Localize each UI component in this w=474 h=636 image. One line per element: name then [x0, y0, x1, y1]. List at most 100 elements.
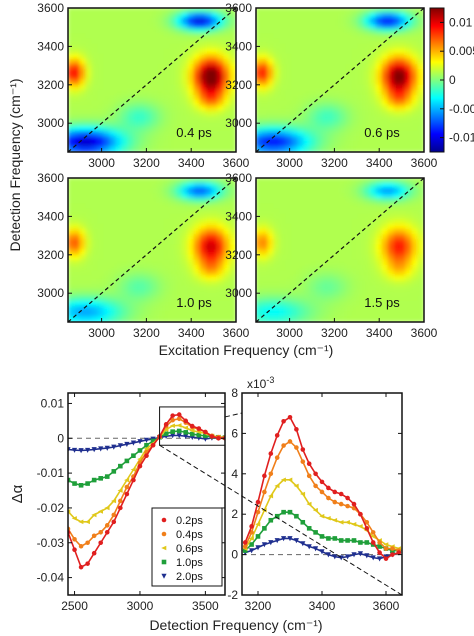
- legend: 0.2ps 0.4ps 0.6ps 1.0ps 2.0ps: [151, 507, 223, 587]
- data-point: [338, 501, 344, 507]
- y-tick-label: 3600: [37, 1, 64, 15]
- data-point: [249, 548, 255, 554]
- data-point: [144, 453, 149, 458]
- y-tick-label: 2: [231, 507, 238, 521]
- data-point: [242, 544, 248, 549]
- data-point: [249, 542, 254, 547]
- data-point: [71, 447, 78, 453]
- heatmap-label-4: 1.5 ps: [364, 295, 400, 310]
- data-point: [111, 519, 117, 525]
- data-point: [118, 505, 123, 511]
- data-point: [144, 442, 149, 448]
- y-tick-label: 4: [231, 467, 238, 481]
- data-point: [319, 479, 325, 485]
- data-point: [294, 427, 299, 432]
- heatmap-label-2: 0.6 ps: [364, 125, 400, 140]
- data-point: [143, 446, 149, 452]
- data-point: [268, 493, 274, 499]
- zoom-connector: [224, 412, 243, 418]
- zoom-box: [159, 406, 226, 446]
- data-point: [319, 489, 325, 495]
- data-point: [161, 559, 167, 565]
- data-point: [300, 541, 306, 547]
- data-point: [262, 489, 267, 495]
- data-point: [370, 540, 376, 545]
- y-tick-label: 3000: [225, 286, 252, 300]
- x-tick-label: 3400: [366, 326, 393, 340]
- data-point: [196, 426, 202, 431]
- heatmap-panel-3: [67, 177, 237, 323]
- data-point: [72, 536, 77, 542]
- x-tick-label: 2500: [61, 599, 88, 613]
- y-tick-label: 0: [57, 431, 64, 445]
- data-point: [124, 477, 130, 483]
- data-point: [118, 498, 123, 504]
- data-point: [161, 545, 167, 551]
- data-point: [183, 433, 189, 439]
- data-point: [137, 463, 143, 469]
- data-point: [98, 446, 104, 452]
- data-point: [117, 488, 123, 493]
- data-point: [176, 428, 182, 434]
- data-point: [281, 509, 286, 515]
- heatmap-label-3: 1.0 ps: [176, 295, 212, 310]
- data-point: [306, 473, 312, 479]
- data-point: [78, 448, 84, 454]
- legend-label: 1.0ps: [176, 557, 203, 569]
- data-point: [262, 526, 267, 531]
- data-point: [176, 423, 182, 428]
- data-point: [300, 519, 306, 525]
- data-point: [370, 530, 376, 535]
- data-point: [268, 471, 274, 477]
- data-point: [377, 540, 382, 545]
- data-point: [255, 545, 261, 551]
- heatmap-x-axis-label: Excitation Frequency (cm⁻¹): [159, 342, 334, 358]
- y-tick-label: -0.04: [37, 571, 65, 585]
- y-tick-label: 8: [231, 386, 238, 400]
- y-tick-label: 3600: [225, 1, 252, 15]
- data-point: [364, 519, 370, 525]
- colorbar-ticks: 0.01 0.005 0 -0.005 -0.01: [440, 15, 474, 145]
- data-point: [72, 481, 77, 486]
- data-point: [163, 431, 169, 437]
- panel-frame: [255, 7, 425, 153]
- data-point: [91, 512, 97, 518]
- diagonal-line: [67, 177, 237, 323]
- data-point: [312, 507, 318, 513]
- data-point: [98, 530, 104, 535]
- x-tick-label: 3600: [223, 156, 250, 170]
- heatmap-panel-2: [255, 7, 425, 153]
- diagonal-line: [255, 177, 425, 323]
- data-point: [338, 519, 344, 525]
- data-point: [85, 561, 90, 566]
- data-point: [357, 524, 363, 529]
- y-tick-label: 6: [231, 426, 238, 440]
- data-point: [104, 523, 110, 528]
- data-point: [85, 481, 90, 486]
- diagonal-line: [255, 7, 425, 153]
- data-point: [351, 522, 357, 527]
- y-tick-label: 3200: [225, 248, 252, 262]
- data-point: [91, 477, 97, 483]
- data-point: [150, 438, 156, 444]
- data-point: [255, 522, 261, 527]
- data-point: [104, 505, 110, 511]
- data-point: [313, 483, 318, 489]
- data-point: [345, 503, 350, 509]
- data-point: [370, 555, 376, 561]
- data-point: [78, 564, 84, 570]
- zoom-connectors: [159, 406, 403, 596]
- data-point: [78, 482, 84, 488]
- x-tick-label: 3600: [223, 326, 250, 340]
- data-point: [332, 499, 338, 505]
- data-point: [182, 425, 189, 431]
- x-tick-label: 3600: [411, 326, 438, 340]
- heatmap-panel-1: [67, 7, 237, 153]
- data-point: [332, 554, 338, 560]
- data-point: [280, 477, 286, 483]
- data-point: [209, 434, 215, 439]
- data-point: [287, 477, 293, 483]
- x-tick-label: 3000: [276, 156, 303, 170]
- data-point: [274, 433, 280, 438]
